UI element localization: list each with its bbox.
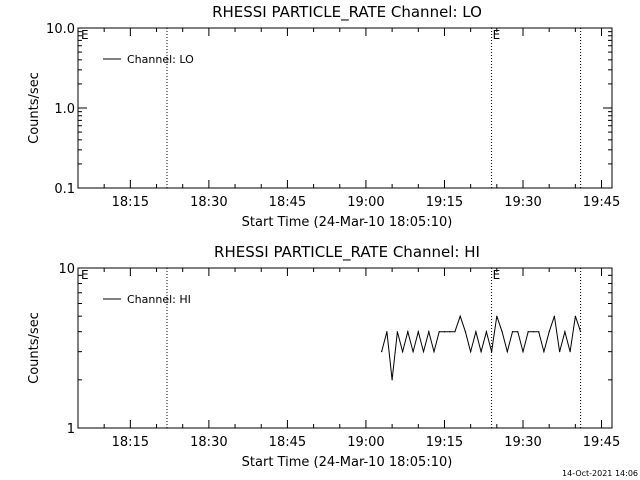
- data-point: [401, 351, 404, 353]
- data-point: [506, 351, 508, 353]
- data-point: [438, 331, 440, 333]
- data-point: [428, 331, 430, 333]
- data-point: [548, 331, 550, 333]
- x-tick-label: 19:30: [504, 195, 541, 210]
- data-point: [475, 331, 477, 333]
- data-point: [422, 351, 425, 353]
- data-point: [579, 331, 582, 333]
- x-tick-label: 19:15: [426, 195, 463, 210]
- y-tick-label: 1: [67, 422, 75, 437]
- y-axis-label: Counts/sec: [27, 72, 42, 144]
- y-tick-label: 1.0: [54, 102, 75, 117]
- chart-title: RHESSI PARTICLE_RATE Channel: HI: [214, 243, 480, 262]
- data-point: [553, 315, 556, 317]
- x-tick-label: 19:00: [347, 435, 384, 450]
- plot-frame: [77, 27, 613, 189]
- data-point: [454, 331, 456, 333]
- data-point: [569, 351, 571, 353]
- data-point: [532, 331, 535, 333]
- series-line: [381, 314, 582, 380]
- x-tick-label: 18:45: [269, 435, 306, 450]
- data-point: [574, 315, 576, 317]
- data-point: [538, 331, 540, 333]
- footer-timestamp: 14-Oct-2021 14:06: [562, 469, 638, 478]
- data-point: [449, 331, 451, 333]
- legend-label: Channel: HI: [127, 293, 191, 306]
- data-point: [381, 351, 383, 353]
- x-tick-label: 19:45: [583, 435, 620, 450]
- data-point: [412, 351, 414, 353]
- data-point: [433, 351, 435, 353]
- y-tick-label: 10: [58, 262, 75, 277]
- chart-panel-hi: RHESSI PARTICLE_RATE Channel: HI Start T…: [27, 243, 620, 470]
- chart-title: RHESSI PARTICLE_RATE Channel: LO: [212, 3, 482, 22]
- edge-marker-label: E: [81, 268, 89, 282]
- data-point: [464, 331, 467, 333]
- data-point: [522, 351, 524, 353]
- data-point: [517, 331, 519, 333]
- data-point: [501, 331, 503, 333]
- data-point: [543, 351, 545, 353]
- event-line-label: E: [493, 28, 501, 42]
- data-point: [386, 331, 388, 333]
- legend-label: Channel: LO: [127, 53, 194, 66]
- data-point: [559, 351, 561, 353]
- x-tick-label: 18:30: [190, 435, 227, 450]
- x-tick-label: 18:15: [112, 195, 149, 210]
- x-tick-label: 18:45: [269, 195, 306, 210]
- x-tick-label: 19:45: [583, 195, 620, 210]
- x-tick-label: 19:15: [426, 435, 463, 450]
- data-point: [396, 331, 398, 333]
- plot-frame: [77, 267, 613, 429]
- data-point: [490, 351, 493, 353]
- data-point: [564, 331, 566, 333]
- x-tick-label: 18:30: [190, 195, 227, 210]
- edge-marker-label: E: [81, 28, 89, 42]
- data-point: [527, 331, 529, 333]
- y-tick-label: 0.1: [54, 182, 75, 197]
- data-point: [417, 331, 419, 333]
- x-tick-label: 18:15: [112, 435, 149, 450]
- data-point: [485, 331, 487, 333]
- data-point: [391, 379, 393, 381]
- data-point: [511, 331, 514, 333]
- x-axis-label: Start Time (24-Mar-10 18:05:10): [242, 455, 453, 470]
- x-axis-label: Start Time (24-Mar-10 18:05:10): [242, 215, 453, 230]
- data-point: [407, 331, 409, 333]
- data-point: [480, 351, 482, 353]
- data-point: [459, 315, 461, 317]
- data-point: [470, 351, 472, 353]
- data-point: [443, 331, 446, 333]
- x-tick-label: 19:00: [347, 195, 384, 210]
- chart-panel-lo: RHESSI PARTICLE_RATE Channel: LO Start T…: [27, 3, 620, 230]
- y-axis-label: Counts/sec: [27, 312, 42, 384]
- y-tick-label: 10.0: [46, 22, 75, 37]
- x-tick-label: 19:30: [504, 435, 541, 450]
- data-point: [496, 315, 498, 317]
- event-line-label: E: [493, 268, 501, 282]
